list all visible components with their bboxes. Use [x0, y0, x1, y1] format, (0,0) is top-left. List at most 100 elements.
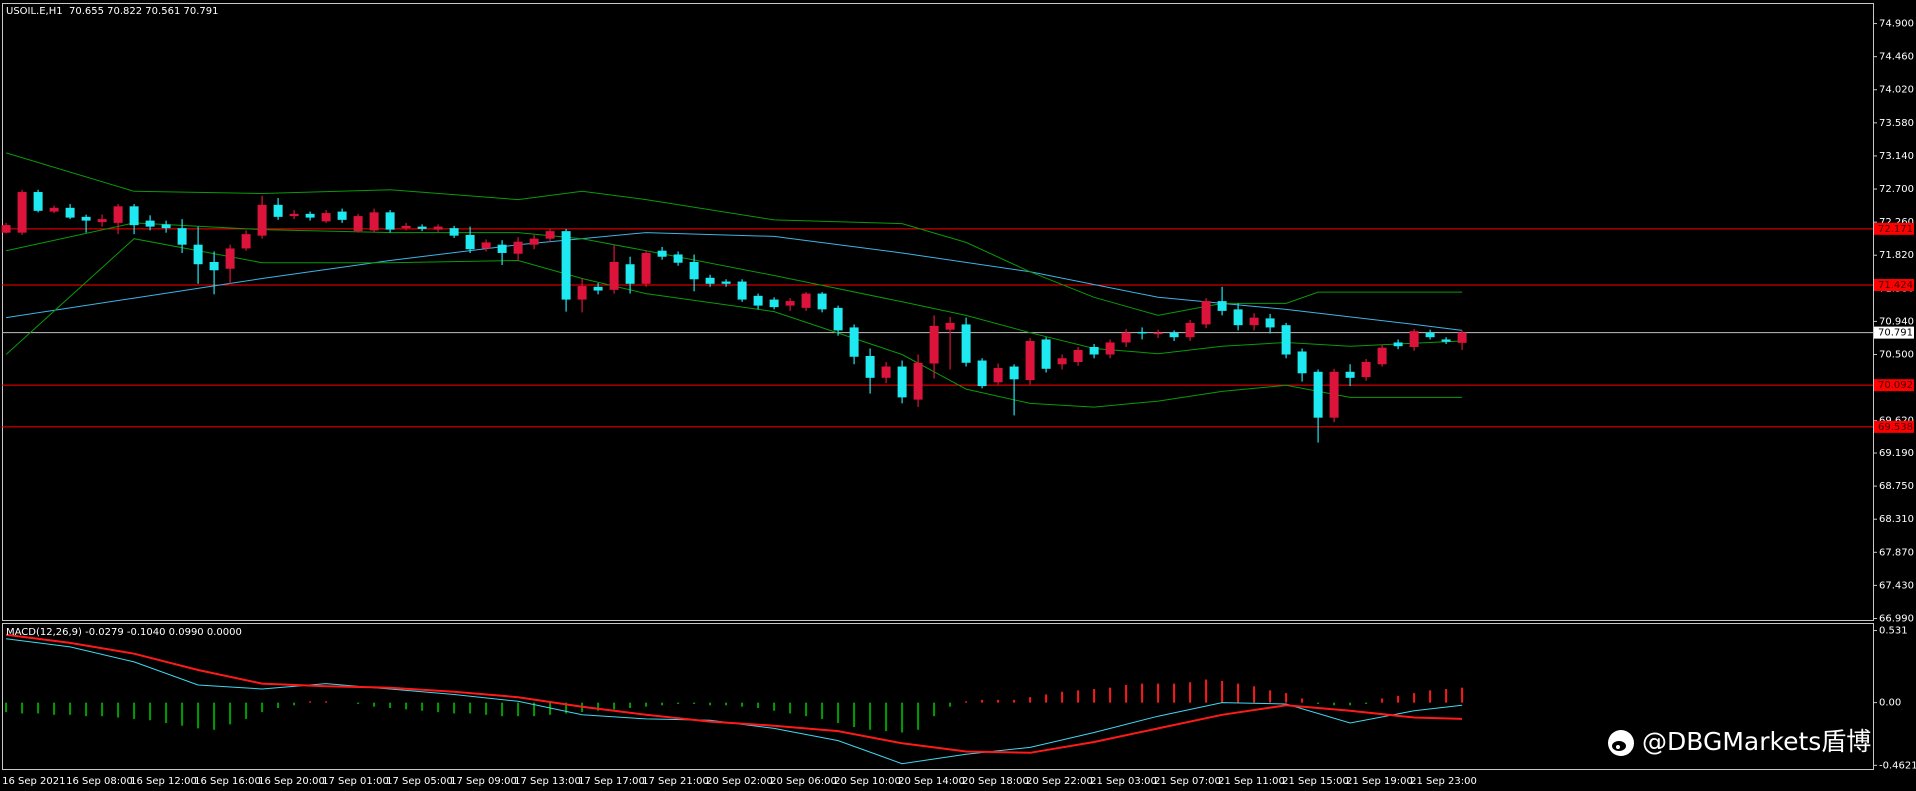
y-tick-label: 66.990 — [1879, 613, 1914, 624]
x-tick-label: 20 Sep 14:00 — [898, 776, 965, 787]
candle-body — [657, 250, 667, 257]
candle-body — [1041, 339, 1051, 369]
y-tick-label: 71.820 — [1879, 250, 1914, 261]
candle-body — [865, 356, 875, 378]
candle-body — [289, 213, 299, 217]
macd-panel: 0.531 0.00 -0.4621 — [5, 626, 1916, 771]
candle-body — [497, 244, 507, 253]
candle-body — [1057, 358, 1067, 365]
x-tick-label: 17 Sep 17:00 — [578, 776, 645, 787]
x-tick-label: 20 Sep 22:00 — [1026, 776, 1093, 787]
candle-body — [1281, 325, 1291, 355]
candle-body — [609, 261, 619, 290]
y-tick-label: 68.750 — [1879, 481, 1914, 492]
candle-body — [977, 360, 987, 387]
watermark: @DBGMarkets盾博 — [1608, 727, 1871, 756]
candle-body — [1025, 340, 1035, 381]
macd-line — [5, 633, 1463, 754]
candle-body — [593, 286, 603, 291]
candle-body — [897, 366, 907, 398]
candle-body — [177, 228, 187, 245]
y-tick-label: 72.260 — [1879, 217, 1914, 228]
level-label: 71.424 — [1878, 280, 1913, 291]
candle-body — [353, 216, 363, 232]
candle-body — [785, 301, 795, 306]
candle-body — [401, 225, 411, 229]
candle-body — [769, 299, 779, 308]
candle-body — [1425, 332, 1435, 338]
candle-body — [129, 206, 139, 226]
y-tick-label: -0.4621 — [1879, 760, 1916, 771]
candle-body — [1073, 349, 1083, 363]
indicator-line — [5, 222, 1463, 355]
candle-body — [17, 192, 27, 233]
x-tick-label: 16 Sep 08:00 — [66, 776, 133, 787]
candle-body — [1249, 317, 1259, 326]
x-tick-label: 17 Sep 05:00 — [386, 776, 453, 787]
candle-body — [481, 242, 491, 249]
y-tick-label: 67.870 — [1879, 547, 1914, 558]
candle-body — [1137, 331, 1147, 334]
candle-body — [1329, 371, 1339, 418]
watermark-text: @DBGMarkets盾博 — [1642, 727, 1871, 756]
y-tick-label: 74.460 — [1879, 52, 1914, 63]
candle-body — [97, 219, 107, 223]
y-tick-label: 70.500 — [1879, 349, 1914, 360]
candle-body — [673, 254, 683, 263]
candle-body — [1217, 301, 1227, 311]
main-header: USOIL.E,H1 70.655 70.822 70.561 70.791 — [6, 6, 218, 17]
x-tick-label: 20 Sep 10:00 — [834, 776, 901, 787]
y-tick-label: 73.580 — [1879, 118, 1914, 129]
candle-body — [1201, 301, 1211, 325]
x-tick-label: 21 Sep 11:00 — [1218, 776, 1285, 787]
indicator-line — [5, 238, 1463, 408]
x-tick-label: 17 Sep 13:00 — [514, 776, 581, 787]
candle-body — [321, 213, 331, 222]
x-tick-label: 21 Sep 23:00 — [1410, 776, 1477, 787]
indicator-line — [5, 152, 1463, 316]
y-tick-label: 74.020 — [1879, 85, 1914, 96]
candle-body — [1185, 322, 1195, 338]
y-tick-label: 0.531 — [1879, 626, 1908, 637]
candle-body — [849, 327, 859, 357]
x-tick-label: 17 Sep 21:00 — [642, 776, 709, 787]
candle-body — [369, 212, 379, 231]
candle-body — [689, 261, 699, 280]
candle-body — [753, 295, 763, 306]
candle-body — [257, 204, 267, 236]
candle-body — [945, 322, 955, 330]
main-panel: 74.900 74.460 74.020 73.580 73.140 72.700 72.2… — [1, 19, 1914, 624]
candle-body — [1409, 331, 1419, 347]
watermark-icon-dot — [1616, 745, 1620, 749]
level-label: 70.092 — [1878, 380, 1913, 391]
candle-body — [1233, 309, 1243, 326]
candle-body — [1313, 371, 1323, 418]
candle-body — [1377, 347, 1387, 365]
candle-body — [433, 226, 443, 230]
level-label-box — [1874, 420, 1914, 433]
candle-body — [1345, 371, 1355, 378]
candle-body — [49, 207, 59, 212]
macd-header: MACD(12,26,9) -0.0279 -0.1040 0.0990 0.0… — [6, 627, 242, 638]
candle-body — [801, 293, 811, 308]
candle-body — [513, 241, 523, 254]
candle-body — [1297, 351, 1307, 374]
candle-body — [337, 211, 347, 220]
y-tick-label: 70.940 — [1879, 316, 1914, 327]
level-label: 72.171 — [1878, 224, 1913, 235]
candle-body — [145, 220, 155, 227]
candle-body — [833, 307, 843, 331]
main-panel-frame — [2, 3, 1874, 621]
candle-body — [193, 244, 203, 265]
candle-body — [625, 264, 635, 284]
candle-body — [641, 252, 651, 284]
candle-body — [929, 325, 939, 364]
level-label: 69.538 — [1878, 422, 1913, 433]
candle-body — [529, 238, 539, 245]
candle-body — [1361, 362, 1371, 378]
candle-body — [817, 293, 827, 310]
x-tick-label: 17 Sep 09:00 — [450, 776, 517, 787]
candle-body — [961, 324, 971, 363]
